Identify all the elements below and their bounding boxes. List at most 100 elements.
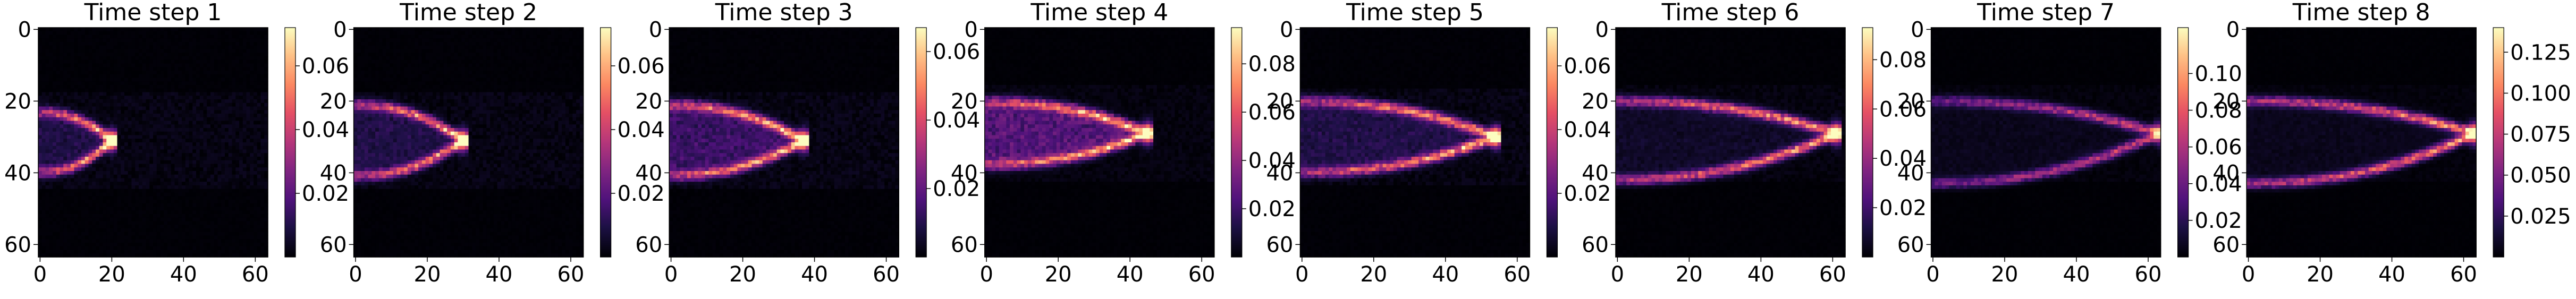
heatmap-cell <box>178 106 182 110</box>
heatmap-cell <box>131 67 136 71</box>
heatmap-cell <box>63 131 67 136</box>
heatmap-cell <box>153 38 157 42</box>
heatmap-cell <box>88 110 92 114</box>
heatmap-cell <box>88 221 92 225</box>
heatmap-cell <box>242 99 247 104</box>
heatmap-cell <box>196 110 200 114</box>
heatmap-cell <box>189 59 193 64</box>
heatmap-cell <box>260 157 265 161</box>
heatmap-cell <box>429 35 433 39</box>
heatmap-cell <box>235 88 240 93</box>
heatmap-cell <box>547 42 552 46</box>
heatmap-cell <box>113 56 118 61</box>
heatmap-cell <box>260 135 265 139</box>
heatmap-cell <box>178 135 182 139</box>
heatmap-cell <box>174 35 179 39</box>
heatmap-cell <box>139 31 143 36</box>
heatmap-cell <box>461 74 466 79</box>
heatmap-cell <box>135 85 139 89</box>
heatmap-cell <box>92 146 96 150</box>
heatmap-cell <box>167 192 172 197</box>
heatmap-cell <box>221 49 225 53</box>
heatmap-cell <box>160 28 164 32</box>
heatmap-cell <box>458 74 462 79</box>
heatmap-cell <box>153 217 157 222</box>
heatmap-cell <box>88 225 92 229</box>
heatmap-cell <box>393 59 398 64</box>
heatmap-cell <box>493 74 498 79</box>
heatmap-cell <box>483 49 487 53</box>
heatmap-cell <box>461 49 466 53</box>
heatmap-cell <box>239 214 243 218</box>
heatmap-cell <box>149 114 154 118</box>
heatmap-cell <box>45 110 49 114</box>
heatmap-cell <box>96 121 100 125</box>
heatmap-cell <box>142 160 147 165</box>
heatmap-cell <box>264 246 268 251</box>
heatmap-cell <box>396 59 401 64</box>
heatmap-cell <box>74 49 78 53</box>
heatmap-cell <box>189 192 193 197</box>
heatmap-cell <box>156 228 161 233</box>
heatmap-cell <box>396 31 401 36</box>
heatmap-cell <box>106 214 111 218</box>
heatmap-cell <box>407 42 412 46</box>
heatmap-cell <box>425 49 429 53</box>
heatmap-cell <box>228 153 233 157</box>
heatmap-cell <box>210 210 215 215</box>
heatmap-cell <box>171 153 175 157</box>
heatmap-cell <box>128 135 132 139</box>
heatmap-cell <box>156 31 161 36</box>
heatmap-cell <box>203 56 207 61</box>
heatmap-cell <box>92 246 96 251</box>
heatmap-cell <box>522 42 527 46</box>
heatmap-cell <box>225 42 229 46</box>
heatmap-cell <box>235 45 240 50</box>
heatmap-cell <box>74 63 78 67</box>
heatmap-cell <box>121 192 125 197</box>
heatmap-cell <box>174 225 179 229</box>
heatmap-cell <box>63 214 67 218</box>
heatmap-cell <box>214 131 218 136</box>
heatmap-cell <box>81 232 86 236</box>
heatmap-cell <box>171 210 175 215</box>
heatmap-cell <box>60 71 64 75</box>
heatmap-cell <box>167 71 172 75</box>
heatmap-cell <box>88 53 92 57</box>
heatmap-cell <box>436 49 441 53</box>
heatmap-cell <box>404 42 408 46</box>
heatmap-cell <box>38 114 43 118</box>
heatmap-cell <box>103 114 107 118</box>
heatmap-cell <box>153 171 157 175</box>
heatmap-cell <box>128 239 132 243</box>
heatmap-cell <box>239 92 243 96</box>
heatmap-cell <box>110 35 114 39</box>
heatmap-cell <box>92 92 96 96</box>
heatmap-cell <box>49 243 53 247</box>
heatmap-cell <box>207 99 211 104</box>
heatmap-cell <box>225 174 229 179</box>
heatmap-cell <box>178 28 182 32</box>
heatmap-cell <box>254 63 258 67</box>
heatmap-cell <box>472 42 476 46</box>
heatmap-cell <box>178 56 182 61</box>
heatmap-cell <box>171 31 175 36</box>
heatmap-cell <box>128 221 132 225</box>
heatmap-cell <box>386 49 390 53</box>
heatmap-cell <box>178 110 182 114</box>
heatmap-cell <box>260 139 265 143</box>
heatmap-cell <box>149 74 154 79</box>
heatmap-cell <box>579 53 584 57</box>
heatmap-cell <box>142 110 147 114</box>
heatmap-cell <box>221 99 225 104</box>
heatmap-cell <box>260 221 265 225</box>
heatmap-cell <box>522 63 527 67</box>
heatmap-cell <box>490 74 494 79</box>
heatmap-cell <box>504 42 509 46</box>
heatmap-cell <box>99 171 104 175</box>
heatmap-cell <box>235 114 240 118</box>
heatmap-cell <box>246 243 250 247</box>
heatmap-cell <box>60 189 64 193</box>
heatmap-cell <box>207 81 211 86</box>
heatmap-cell <box>232 246 236 251</box>
